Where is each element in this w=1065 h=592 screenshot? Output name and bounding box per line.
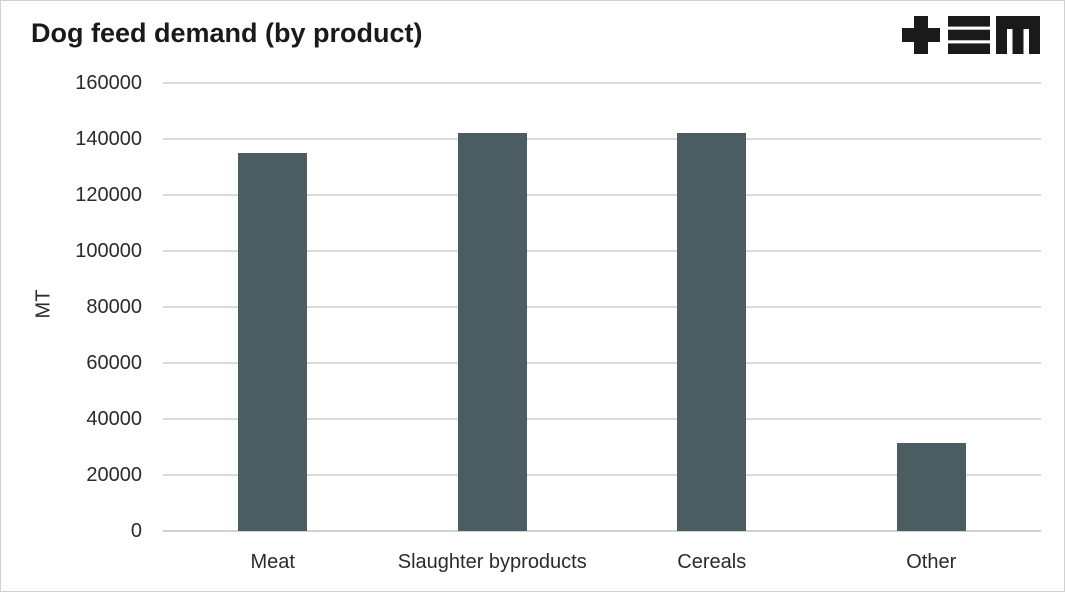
gridline	[163, 250, 1041, 252]
bar-slaughter-byproducts	[457, 133, 527, 531]
plus-glyph	[902, 16, 940, 54]
y-tick-label: 0	[130, 520, 142, 542]
x-category-label: Meat	[250, 551, 295, 573]
x-category-label: Cereals	[677, 551, 747, 573]
gridline	[163, 82, 1041, 84]
squared-m-glyph	[996, 16, 1040, 54]
y-tick-label: 160000	[75, 72, 142, 94]
gridline	[163, 418, 1041, 420]
y-tick-label: 120000	[75, 184, 142, 206]
x-category-label: Slaughter byproducts	[397, 551, 587, 573]
chart-title: Dog feed demand (by product)	[31, 18, 423, 48]
y-tick-label: 20000	[86, 464, 142, 486]
bar-cereals	[677, 133, 747, 531]
y-tick-label: 40000	[86, 408, 142, 430]
x-category-label: Other	[906, 551, 957, 573]
gridline	[163, 362, 1041, 364]
gridline	[163, 138, 1041, 140]
y-tick-label: 60000	[86, 352, 142, 374]
triple-bar-glyph	[948, 16, 990, 54]
y-tick-label: 80000	[86, 296, 142, 318]
gridline	[163, 194, 1041, 196]
bar-other	[896, 442, 966, 531]
bar-meat	[238, 153, 308, 531]
gridline	[163, 474, 1041, 476]
x-axis-line	[163, 530, 1041, 532]
y-tick-label: 100000	[75, 240, 142, 262]
y-tick-label: 140000	[75, 128, 142, 150]
gridline	[163, 306, 1041, 308]
tem-logo-icon	[902, 16, 1040, 54]
